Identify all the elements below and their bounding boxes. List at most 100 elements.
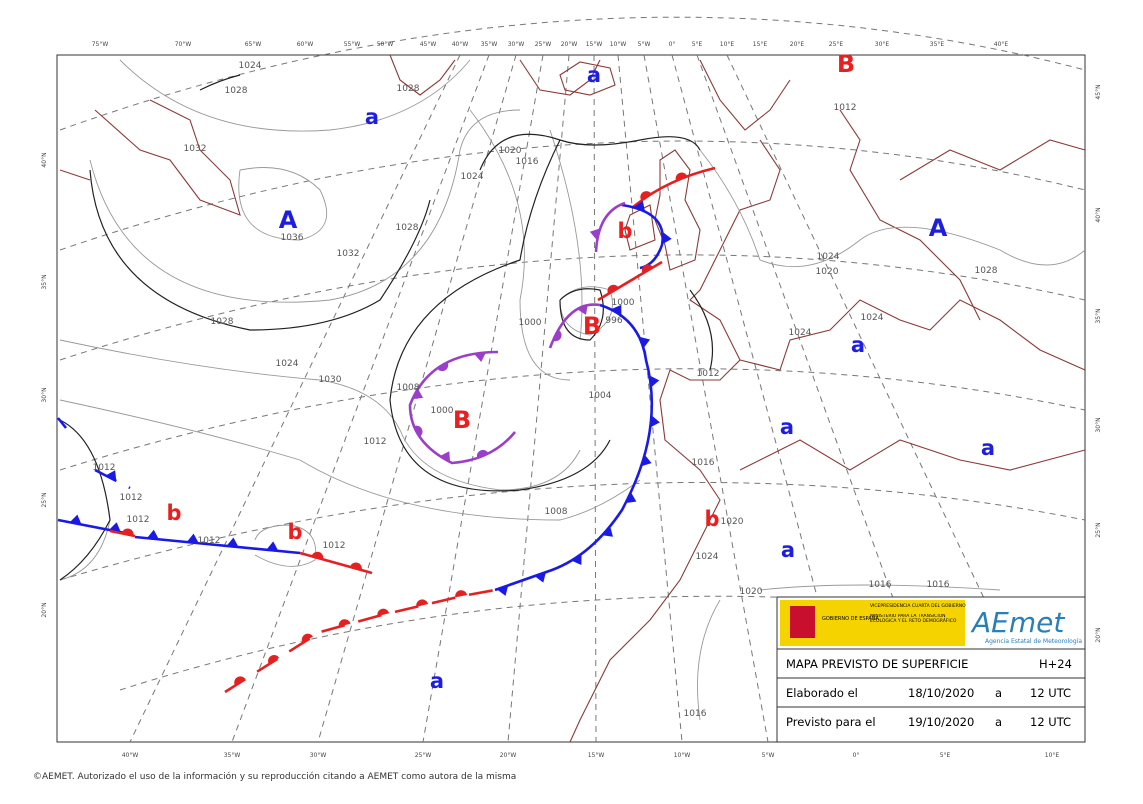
isobar-label: 1000 (431, 406, 454, 416)
front-triangle (649, 375, 660, 388)
lon-label: 10°W (674, 752, 691, 759)
isobar-label: 1024 (276, 359, 299, 369)
lon-label: 5°W (762, 752, 775, 759)
isobar-label: 1012 (198, 536, 221, 546)
isobar-label: 1012 (323, 541, 346, 551)
meridian (507, 54, 570, 743)
lon-label: 5°W (638, 41, 651, 48)
isobar-label: 1020 (721, 517, 744, 527)
lon-label: 40°E (994, 41, 1009, 48)
front (134, 535, 301, 555)
front-semicircle (552, 329, 562, 342)
iceland-coast (559, 61, 616, 96)
legend-box: GOBIERNO DE ESPAÑA VICEPRESIDENCIA CUART… (776, 596, 1086, 743)
lon-label: 0° (669, 41, 676, 48)
pressure-center: A (929, 214, 948, 242)
agency-name: Agencia Estatal de Meteorología (985, 638, 1082, 645)
main-isobars (59, 74, 713, 581)
front-semicircle (301, 633, 313, 643)
pressure-center: a (587, 63, 601, 87)
lon-label: 70°W (175, 41, 192, 48)
lon-label: 30°W (310, 752, 327, 759)
lon-label: 30°E (875, 41, 890, 48)
front-triangle (576, 304, 588, 315)
front-triangle (611, 304, 622, 316)
made-a: a (995, 686, 1002, 700)
lon-label: 20°W (500, 752, 517, 759)
made-label: Elaborado el (786, 686, 858, 700)
british-isles (624, 149, 701, 271)
front-semicircle (413, 425, 423, 437)
lat-label: 20°N (1095, 627, 1102, 642)
lon-label: 75°W (92, 41, 109, 48)
front-triangle (633, 200, 646, 212)
lat-label: 35°N (1095, 308, 1102, 323)
isobar-label: 1016 (516, 157, 539, 167)
lat-label: 45°N (1095, 84, 1102, 99)
front-triangle (589, 228, 601, 240)
front (94, 468, 131, 490)
meridian (671, 54, 857, 743)
front-semicircle (416, 599, 429, 607)
lon-label: 20°E (790, 41, 805, 48)
isobar-label: 1032 (184, 144, 207, 154)
pressure-center: b (166, 501, 181, 525)
lat-label: 40°N (41, 152, 48, 167)
front-triangle (109, 522, 121, 533)
pressure-center: a (781, 538, 795, 562)
legend-title: MAPA PREVISTO DE SUPERFICIE (786, 657, 968, 671)
coat-of-arms (790, 606, 815, 638)
front-triangle (266, 541, 279, 551)
gov-text: GOBIERNO DE ESPAÑA (822, 615, 879, 622)
isobar-label: 1024 (789, 328, 812, 338)
isobar-label: 1012 (93, 463, 116, 473)
front-semicircle (455, 590, 468, 598)
lon-label: 25°W (415, 752, 432, 759)
pressure-center: a (981, 436, 995, 460)
front-semicircle (350, 562, 362, 571)
lat-label: 25°N (1095, 522, 1102, 537)
pressure-center: b (704, 507, 719, 531)
front-semicircle (268, 655, 280, 665)
lon-label: 15°W (588, 752, 605, 759)
front-triangle (534, 572, 546, 583)
isobar-label: 1020 (499, 146, 522, 156)
isobars (59, 59, 1086, 721)
isobar-label: 1012 (120, 493, 143, 503)
front-triangle (474, 352, 486, 362)
isobar-label: 1028 (211, 317, 234, 327)
front-semicircle (476, 449, 489, 459)
isobar-label: 996 (605, 316, 622, 326)
front (109, 529, 136, 538)
front-semicircle (675, 172, 688, 181)
pressure-center: B (453, 406, 471, 434)
front (631, 166, 716, 209)
front-triangle (571, 554, 582, 565)
lon-label: 15°E (753, 41, 768, 48)
isobar-label: 1012 (127, 515, 150, 525)
lon-label: 50°W (377, 41, 394, 48)
front (56, 417, 68, 429)
lat-label: 40°N (1095, 207, 1102, 222)
front-triangle (439, 451, 451, 463)
isobar-label: 1008 (397, 383, 420, 393)
front (621, 203, 664, 270)
lat-label: 30°N (41, 387, 48, 402)
lon-label: 10°E (720, 41, 735, 48)
europe-africa-west-coast (569, 59, 791, 743)
isobar-label: 1024 (461, 172, 484, 182)
front-triangle (650, 415, 660, 428)
labrador-coast (59, 99, 241, 216)
greenland-coast (389, 54, 601, 96)
front-semicircle (437, 361, 449, 372)
lat-label: 35°N (41, 274, 48, 289)
fronts (56, 166, 716, 694)
map-labels: 75°W 70°W 65°W 60°W 55°W 50°W 45°W 40°W 35°W 30°W… (41, 41, 1102, 759)
lon-label: 5°E (940, 752, 951, 759)
footer: ©AEMET. Autorizado el uso de la informac… (33, 771, 516, 782)
isobar-label: 1016 (692, 458, 715, 468)
lon-label: 45°W (420, 41, 437, 48)
parallel (119, 595, 1086, 691)
front (594, 201, 626, 253)
made-date: 18/10/2020 (908, 686, 974, 700)
